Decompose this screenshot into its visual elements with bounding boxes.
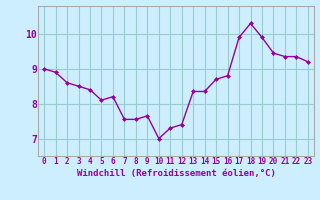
- X-axis label: Windchill (Refroidissement éolien,°C): Windchill (Refroidissement éolien,°C): [76, 169, 276, 178]
